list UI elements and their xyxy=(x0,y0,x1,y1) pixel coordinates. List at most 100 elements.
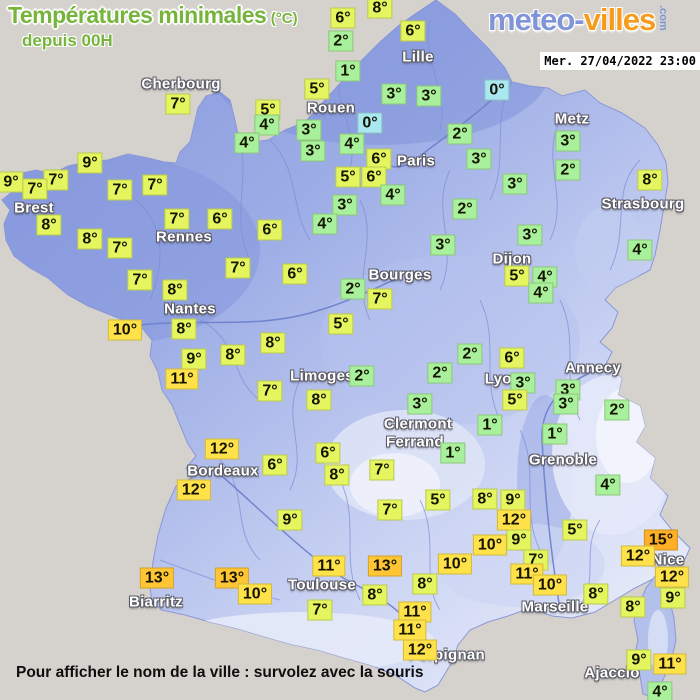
temperature-label[interactable]: 4° xyxy=(380,184,406,206)
temperature-label[interactable]: 1° xyxy=(440,442,466,464)
temperature-label[interactable]: 12° xyxy=(176,479,212,501)
temperature-label[interactable]: 3° xyxy=(300,140,326,162)
temperature-label[interactable]: 3° xyxy=(510,372,536,394)
temperature-label[interactable]: 4° xyxy=(339,133,365,155)
temperature-label[interactable]: 7° xyxy=(225,257,251,279)
temperature-label[interactable]: 4° xyxy=(647,681,673,700)
temperature-label[interactable]: 3° xyxy=(381,83,407,105)
temperature-label[interactable]: 10° xyxy=(437,553,473,575)
temperature-label[interactable]: 7° xyxy=(127,269,153,291)
temperature-label[interactable]: 8° xyxy=(637,169,663,191)
temperature-label[interactable]: 5° xyxy=(562,519,588,541)
temperature-label[interactable]: 4° xyxy=(254,114,280,136)
temperature-label[interactable]: 2° xyxy=(555,159,581,181)
temperature-label[interactable]: 5° xyxy=(502,389,528,411)
temperature-label[interactable]: 6° xyxy=(400,20,426,42)
temperature-label[interactable]: 8° xyxy=(620,596,646,618)
temperature-label[interactable]: 12° xyxy=(654,566,690,588)
temperature-label[interactable]: 7° xyxy=(107,179,133,201)
temperature-label[interactable]: 8° xyxy=(324,464,350,486)
temperature-label[interactable]: 2° xyxy=(340,278,366,300)
temperature-label[interactable]: 3° xyxy=(502,173,528,195)
temperature-label[interactable]: 8° xyxy=(77,228,103,250)
temperature-label[interactable]: 11° xyxy=(165,368,199,390)
temperature-label[interactable]: 7° xyxy=(307,599,333,621)
temperature-label[interactable]: 1° xyxy=(477,414,503,436)
temperature-label[interactable]: 7° xyxy=(43,169,69,191)
temperature-label[interactable]: 7° xyxy=(377,499,403,521)
temperature-label[interactable]: 12° xyxy=(620,545,656,567)
temperature-label[interactable]: 11° xyxy=(653,653,687,675)
temperature-label[interactable]: 6° xyxy=(499,347,525,369)
temperature-label[interactable]: 6° xyxy=(361,166,387,188)
temperature-label[interactable]: 9° xyxy=(500,489,526,511)
temperature-label[interactable]: 12° xyxy=(402,639,438,661)
temperature-label[interactable]: 6° xyxy=(315,442,341,464)
temperature-label[interactable]: 2° xyxy=(457,343,483,365)
temperature-label[interactable]: 4° xyxy=(234,132,260,154)
temperature-label[interactable]: 3° xyxy=(466,148,492,170)
temperature-label[interactable]: 6° xyxy=(330,7,356,29)
temperature-label[interactable]: 10° xyxy=(472,534,508,556)
temperature-label[interactable]: 0° xyxy=(484,79,510,101)
temperature-label[interactable]: 12° xyxy=(204,438,240,460)
temperature-label[interactable]: 2° xyxy=(328,30,354,52)
temperature-label[interactable]: 8° xyxy=(171,318,197,340)
temperature-label[interactable]: 2° xyxy=(349,365,375,387)
temperature-label[interactable]: 5° xyxy=(328,313,354,335)
temperature-label[interactable]: 5° xyxy=(335,166,361,188)
temperature-label[interactable]: 7° xyxy=(367,288,393,310)
temperature-label[interactable]: 7° xyxy=(369,459,395,481)
temperature-label[interactable]: 5° xyxy=(304,78,330,100)
temperature-label[interactable]: 7° xyxy=(22,178,48,200)
meteo-villes-logo[interactable]: meteo-villes .com xyxy=(488,2,669,38)
temperature-label[interactable]: 8° xyxy=(583,583,609,605)
temperature-label[interactable]: 7° xyxy=(107,237,133,259)
temperature-label[interactable]: 11° xyxy=(393,619,427,641)
temperature-label[interactable]: 3° xyxy=(517,224,543,246)
temperature-label[interactable]: 8° xyxy=(412,573,438,595)
temperature-label[interactable]: 4° xyxy=(528,282,554,304)
temperature-label[interactable]: 5° xyxy=(504,265,530,287)
temperature-label[interactable]: 9° xyxy=(660,587,686,609)
temperature-label[interactable]: 10° xyxy=(237,583,273,605)
temperature-label[interactable]: 4° xyxy=(595,474,621,496)
temperature-label[interactable]: 3° xyxy=(332,194,358,216)
temperature-label[interactable]: 9° xyxy=(626,649,652,671)
temperature-label[interactable]: 10° xyxy=(107,319,143,341)
temperature-label[interactable]: 7° xyxy=(142,174,168,196)
temperature-label[interactable]: 13° xyxy=(367,555,403,577)
temperature-label[interactable]: 2° xyxy=(604,399,630,421)
temperature-label[interactable]: 2° xyxy=(447,123,473,145)
temperature-label[interactable]: 6° xyxy=(262,454,288,476)
temperature-label[interactable]: 5° xyxy=(425,489,451,511)
temperature-label[interactable]: 9° xyxy=(77,152,103,174)
temperature-label[interactable]: 13° xyxy=(214,567,250,589)
temperature-label[interactable]: 1° xyxy=(542,423,568,445)
temperature-label[interactable]: 6° xyxy=(282,263,308,285)
temperature-label[interactable]: 9° xyxy=(181,348,207,370)
temperature-label[interactable]: 3° xyxy=(407,393,433,415)
temperature-label[interactable]: 3° xyxy=(296,119,322,141)
temperature-label[interactable]: 6° xyxy=(257,219,283,241)
temperature-label[interactable]: 8° xyxy=(362,584,388,606)
temperature-label[interactable]: 9° xyxy=(277,509,303,531)
temperature-label[interactable]: 3° xyxy=(553,393,579,415)
temperature-label[interactable]: 1° xyxy=(335,60,361,82)
temperature-label[interactable]: 12° xyxy=(496,509,532,531)
temperature-label[interactable]: 4° xyxy=(627,239,653,261)
temperature-label[interactable]: 13° xyxy=(139,567,175,589)
temperature-label[interactable]: 6° xyxy=(207,208,233,230)
temperature-label[interactable]: 3° xyxy=(555,130,581,152)
temperature-label[interactable]: 2° xyxy=(427,362,453,384)
temperature-label[interactable]: 9° xyxy=(0,171,24,193)
temperature-label[interactable]: 7° xyxy=(164,208,190,230)
temperature-label[interactable]: 8° xyxy=(472,488,498,510)
temperature-label[interactable]: 8° xyxy=(367,0,393,19)
temperature-label[interactable]: 11° xyxy=(398,601,432,623)
temperature-label[interactable]: 10° xyxy=(532,574,568,596)
temperature-label[interactable]: 8° xyxy=(220,344,246,366)
temperature-label[interactable]: 15° xyxy=(643,529,679,551)
temperature-label[interactable]: 3° xyxy=(416,85,442,107)
temperature-label[interactable]: 8° xyxy=(260,332,286,354)
